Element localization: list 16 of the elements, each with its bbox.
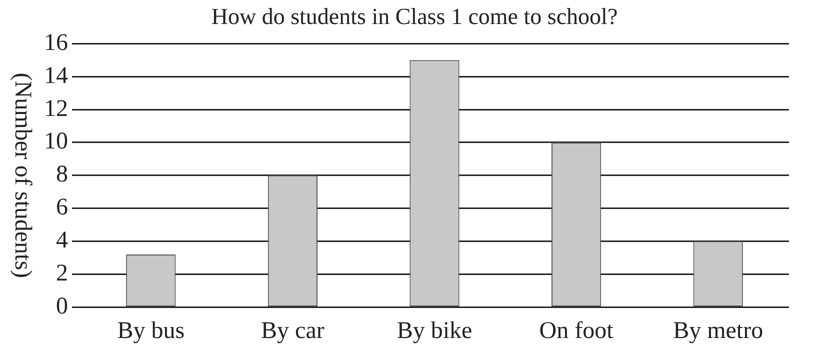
- x-tick-label: By bus: [117, 318, 185, 344]
- y-tick-label: 6: [56, 194, 68, 221]
- y-tick-label: 4: [56, 228, 68, 254]
- x-tick-label: By metro: [673, 318, 764, 344]
- x-tick-label: By car: [261, 318, 324, 344]
- y-tick-label: 12: [44, 96, 68, 122]
- y-tick-label: 16: [44, 30, 68, 56]
- y-axis-title: (Number of students): [10, 72, 36, 278]
- y-tick-label: 8: [56, 162, 68, 188]
- y-tick-label: 0: [56, 293, 68, 320]
- y-tick-label: 2: [56, 260, 68, 287]
- y-tick-label: 10: [44, 128, 68, 155]
- y-tick-label: 14: [44, 62, 68, 89]
- chart-title: How do students in Class 1 come to school?: [211, 4, 618, 29]
- x-tick-label: By bike: [396, 318, 472, 344]
- x-tick-label: On foot: [539, 318, 614, 344]
